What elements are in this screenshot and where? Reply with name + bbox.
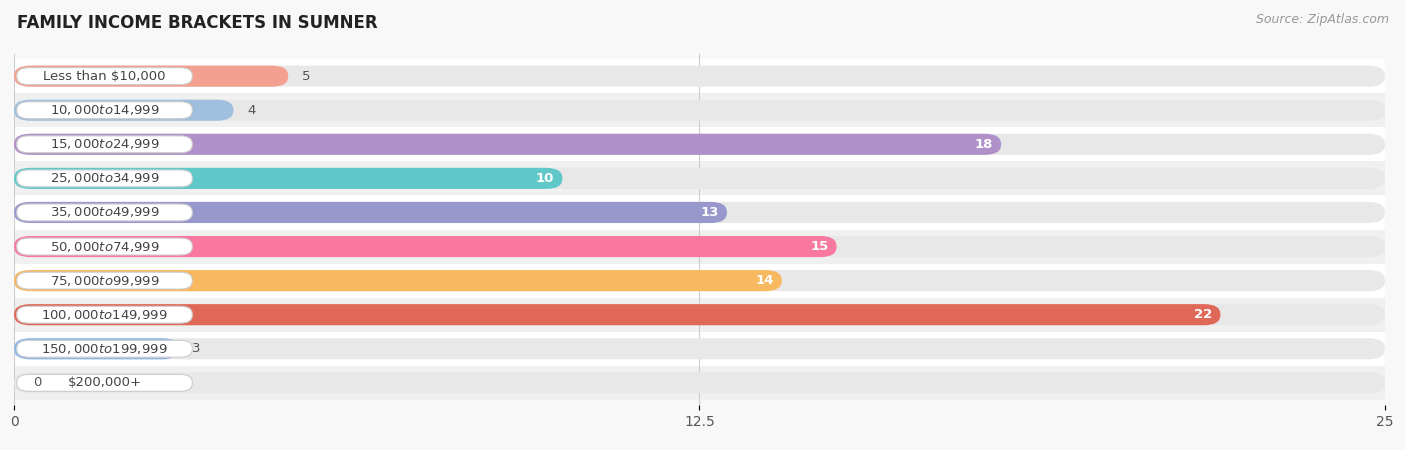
- Text: 14: 14: [755, 274, 773, 287]
- FancyBboxPatch shape: [14, 99, 233, 121]
- Text: 22: 22: [1194, 308, 1212, 321]
- FancyBboxPatch shape: [17, 204, 193, 221]
- Bar: [14, 59, 1385, 93]
- FancyBboxPatch shape: [14, 99, 1385, 121]
- FancyBboxPatch shape: [17, 68, 193, 85]
- Text: 4: 4: [247, 104, 256, 117]
- FancyBboxPatch shape: [14, 134, 1001, 155]
- Text: $25,000 to $34,999: $25,000 to $34,999: [49, 171, 159, 185]
- Bar: [14, 162, 1385, 195]
- Text: 5: 5: [302, 70, 311, 83]
- Text: $50,000 to $74,999: $50,000 to $74,999: [49, 239, 159, 253]
- FancyBboxPatch shape: [14, 134, 1385, 155]
- FancyBboxPatch shape: [17, 272, 193, 289]
- FancyBboxPatch shape: [17, 306, 193, 323]
- Text: $200,000+: $200,000+: [67, 376, 142, 389]
- Text: Source: ZipAtlas.com: Source: ZipAtlas.com: [1256, 14, 1389, 27]
- FancyBboxPatch shape: [17, 238, 193, 255]
- FancyBboxPatch shape: [14, 202, 727, 223]
- FancyBboxPatch shape: [17, 136, 193, 153]
- FancyBboxPatch shape: [14, 66, 1385, 87]
- Bar: [14, 366, 1385, 400]
- Bar: [14, 93, 1385, 127]
- Bar: [14, 332, 1385, 366]
- FancyBboxPatch shape: [17, 170, 193, 187]
- FancyBboxPatch shape: [14, 270, 1385, 291]
- FancyBboxPatch shape: [17, 340, 193, 357]
- Text: $75,000 to $99,999: $75,000 to $99,999: [49, 274, 159, 288]
- FancyBboxPatch shape: [17, 374, 193, 392]
- Text: $100,000 to $149,999: $100,000 to $149,999: [41, 308, 167, 322]
- FancyBboxPatch shape: [14, 372, 1385, 393]
- FancyBboxPatch shape: [14, 236, 1385, 257]
- FancyBboxPatch shape: [14, 236, 837, 257]
- Text: $15,000 to $24,999: $15,000 to $24,999: [49, 137, 159, 151]
- Bar: [14, 195, 1385, 230]
- FancyBboxPatch shape: [14, 304, 1385, 325]
- Text: 15: 15: [810, 240, 828, 253]
- FancyBboxPatch shape: [17, 102, 193, 119]
- Text: $35,000 to $49,999: $35,000 to $49,999: [49, 206, 159, 220]
- Bar: [14, 230, 1385, 264]
- Text: 10: 10: [536, 172, 554, 185]
- Text: 13: 13: [700, 206, 718, 219]
- Text: $10,000 to $14,999: $10,000 to $14,999: [49, 103, 159, 117]
- Text: Less than $10,000: Less than $10,000: [44, 70, 166, 83]
- Text: 0: 0: [34, 376, 42, 389]
- Bar: [14, 127, 1385, 162]
- Bar: [14, 264, 1385, 297]
- FancyBboxPatch shape: [14, 202, 1385, 223]
- FancyBboxPatch shape: [14, 168, 562, 189]
- FancyBboxPatch shape: [14, 270, 782, 291]
- Text: $150,000 to $199,999: $150,000 to $199,999: [41, 342, 167, 356]
- FancyBboxPatch shape: [14, 66, 288, 87]
- Text: 3: 3: [193, 342, 201, 355]
- Bar: [14, 297, 1385, 332]
- Text: FAMILY INCOME BRACKETS IN SUMNER: FAMILY INCOME BRACKETS IN SUMNER: [17, 14, 377, 32]
- FancyBboxPatch shape: [14, 338, 1385, 360]
- FancyBboxPatch shape: [14, 304, 1220, 325]
- Text: 18: 18: [974, 138, 993, 151]
- FancyBboxPatch shape: [14, 168, 1385, 189]
- FancyBboxPatch shape: [14, 338, 179, 360]
